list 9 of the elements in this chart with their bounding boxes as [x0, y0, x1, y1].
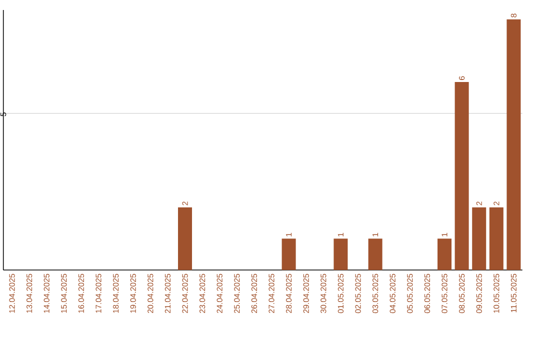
- bar: [506, 19, 521, 270]
- bar: [178, 207, 192, 270]
- bar: [438, 238, 452, 270]
- bar: [282, 238, 296, 270]
- bar: [472, 207, 486, 270]
- bar: [454, 82, 469, 270]
- bar: [489, 207, 504, 270]
- bar: [334, 238, 348, 270]
- bar: [368, 238, 382, 270]
